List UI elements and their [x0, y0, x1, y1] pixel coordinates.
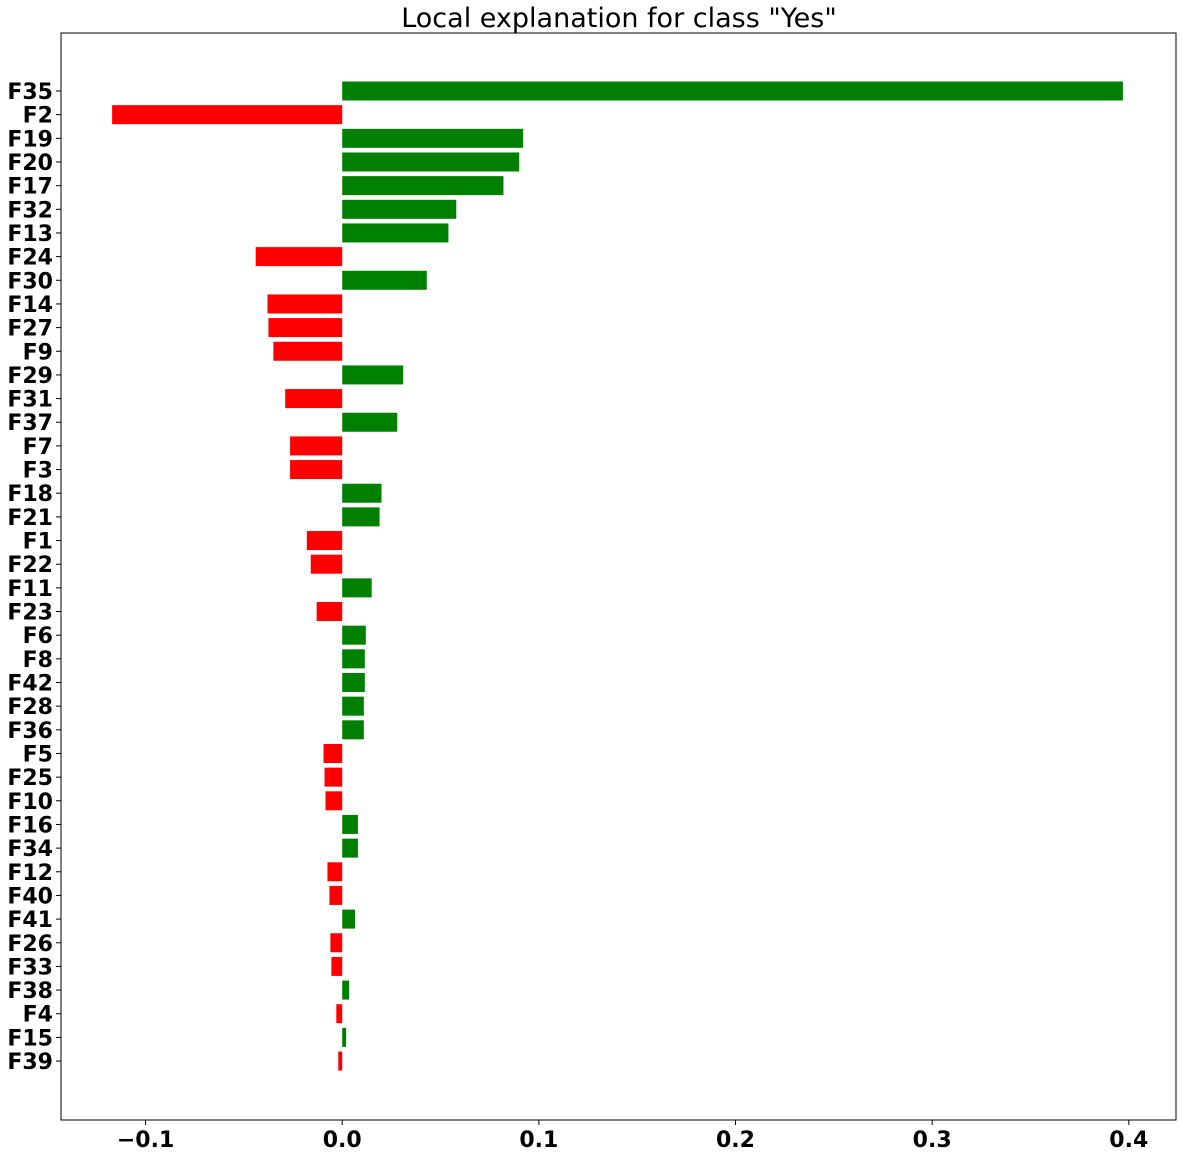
bar-f4	[336, 1004, 343, 1024]
bar-f6	[342, 625, 366, 645]
y-tick-label: F19	[7, 127, 53, 152]
bar-f8	[342, 649, 365, 669]
bar-f27	[268, 318, 343, 338]
y-tick-label: F9	[23, 340, 53, 365]
y-tick-label: F36	[7, 719, 53, 744]
x-tick-label: 0.3	[913, 1128, 952, 1153]
bar-f37	[342, 412, 398, 432]
y-tick-label: F24	[7, 246, 53, 271]
y-tick-label: F13	[7, 222, 53, 247]
y-tick-label: F17	[7, 175, 53, 200]
y-tick-label: F30	[7, 269, 53, 294]
bar-f19	[342, 128, 524, 148]
y-tick-label: F14	[7, 293, 53, 318]
bar-f40	[329, 885, 343, 905]
bar-f9	[273, 341, 343, 361]
x-tick-label: 0.4	[1109, 1128, 1148, 1153]
bar-f17	[342, 176, 504, 196]
bar-f32	[342, 199, 457, 219]
bar-f25	[324, 767, 343, 787]
bar-f12	[327, 862, 343, 882]
y-tick-label: F25	[7, 766, 53, 791]
bar-f2	[112, 105, 343, 125]
bar-f14	[267, 294, 343, 314]
y-tick-label: F37	[7, 411, 53, 436]
y-tick-label: F26	[7, 932, 53, 957]
y-tick-label: F29	[7, 364, 53, 389]
bar-f29	[342, 365, 404, 385]
bar-f22	[310, 554, 343, 574]
plot-area-frame	[60, 32, 1177, 1121]
y-tick-label: F39	[7, 1050, 53, 1075]
x-tick-label: 0.0	[323, 1128, 362, 1153]
y-tick-label: F28	[7, 695, 53, 720]
y-tick-label: F33	[7, 955, 53, 980]
y-tick-label: F4	[23, 1003, 53, 1028]
y-tick-label: F27	[7, 317, 53, 342]
y-tick-label: F11	[7, 577, 53, 602]
y-axis-ticks: F35F2F19F20F17F32F13F24F30F14F27F9F29F31…	[7, 80, 61, 1075]
bar-f7	[290, 436, 343, 456]
y-tick-label: F38	[7, 979, 53, 1004]
y-tick-label: F8	[23, 648, 53, 673]
y-tick-label: F15	[7, 1026, 53, 1051]
bar-f15	[342, 1027, 347, 1047]
bar-f23	[316, 602, 343, 622]
bar-f10	[325, 791, 343, 811]
y-tick-label: F18	[7, 482, 53, 507]
bar-f13	[342, 223, 449, 243]
bar-f18	[342, 483, 382, 503]
bar-f41	[342, 909, 355, 929]
y-tick-label: F34	[7, 837, 53, 862]
y-tick-label: F10	[7, 790, 53, 815]
y-tick-label: F6	[23, 624, 53, 649]
bar-f34	[342, 838, 358, 858]
y-tick-label: F23	[7, 601, 53, 626]
bar-f3	[290, 460, 343, 480]
chart-title: Local explanation for class "Yes"	[401, 3, 837, 34]
x-tick-label: −0.1	[117, 1128, 174, 1153]
bar-f11	[342, 578, 372, 598]
bar-f24	[255, 247, 343, 267]
bar-f21	[342, 507, 380, 527]
bar-f42	[342, 673, 365, 692]
y-tick-label: F21	[7, 506, 53, 531]
y-tick-label: F5	[23, 742, 53, 767]
bar-f28	[342, 696, 364, 716]
bar-f26	[330, 933, 343, 953]
y-tick-label: F3	[23, 459, 53, 484]
y-tick-label: F12	[7, 861, 53, 886]
bars-layer	[112, 81, 1123, 1071]
y-tick-label: F32	[7, 198, 53, 223]
bar-f36	[342, 720, 364, 740]
y-tick-label: F41	[7, 908, 53, 933]
y-tick-label: F1	[23, 530, 53, 555]
x-axis-ticks: −0.1 0.0 0.1 0.2 0.3 0.4	[117, 1120, 1148, 1153]
bar-f16	[342, 814, 358, 834]
bar-f5	[323, 743, 343, 763]
y-tick-label: F16	[7, 813, 53, 838]
y-tick-label: F31	[7, 388, 53, 413]
bar-f20	[342, 152, 520, 172]
y-tick-label: F2	[23, 104, 53, 129]
y-tick-label: F42	[7, 672, 53, 697]
bar-f38	[342, 980, 350, 1000]
x-tick-label: 0.1	[519, 1128, 558, 1153]
bar-f31	[285, 389, 343, 409]
bar-f39	[338, 1051, 343, 1071]
x-tick-label: 0.2	[716, 1128, 755, 1153]
bar-f30	[342, 270, 427, 290]
y-tick-label: F22	[7, 553, 53, 578]
y-tick-label: F20	[7, 151, 53, 176]
y-tick-label: F7	[23, 435, 53, 460]
bar-f35	[342, 81, 1123, 101]
bar-f33	[331, 956, 343, 976]
y-tick-label: F35	[7, 80, 53, 105]
bar-f1	[306, 531, 343, 551]
y-tick-label: F40	[7, 884, 53, 909]
